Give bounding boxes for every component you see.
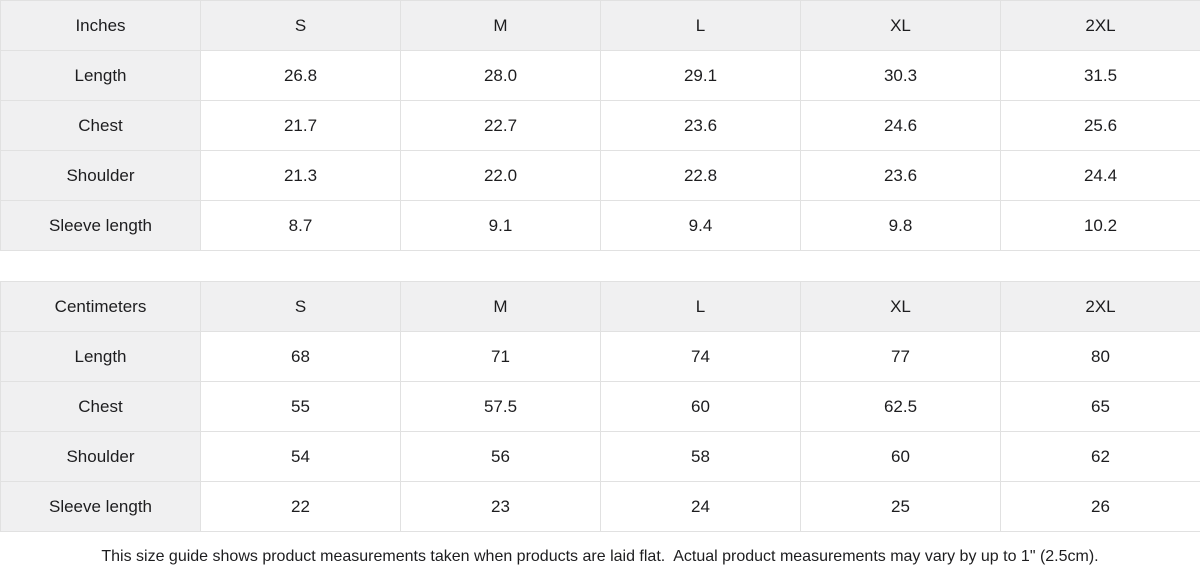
size-column-header: 2XL <box>1000 0 1200 51</box>
size-column-header: L <box>600 0 801 51</box>
table-row: Chest 21.7 22.7 23.6 24.6 25.6 <box>0 100 1200 151</box>
size-column-header: XL <box>800 0 1001 51</box>
size-table-centimeters: Centimeters S M L XL 2XL Length 68 71 74… <box>0 281 1200 532</box>
measurement-cell: 71 <box>400 331 601 382</box>
size-column-header: S <box>200 0 401 51</box>
table-row: Chest 55 57.5 60 62.5 65 <box>0 381 1200 432</box>
measurement-cell: 23.6 <box>600 100 801 151</box>
row-label-cell: Chest <box>0 381 201 432</box>
table-header-row: Centimeters S M L XL 2XL <box>0 281 1200 332</box>
size-column-header: 2XL <box>1000 281 1200 332</box>
row-label-cell: Sleeve length <box>0 481 201 532</box>
measurement-cell: 21.7 <box>200 100 401 151</box>
measurement-cell: 62.5 <box>800 381 1001 432</box>
measurement-cell: 23 <box>400 481 601 532</box>
measurement-cell: 65 <box>1000 381 1200 432</box>
table-spacer <box>0 251 1200 281</box>
measurement-cell: 22.0 <box>400 150 601 201</box>
table-row: Shoulder 21.3 22.0 22.8 23.6 24.4 <box>0 150 1200 201</box>
measurement-cell: 60 <box>800 431 1001 482</box>
size-guide-note: This size guide shows product measuremen… <box>0 532 1200 580</box>
table-row: Length 26.8 28.0 29.1 30.3 31.5 <box>0 50 1200 101</box>
size-column-header: S <box>200 281 401 332</box>
measurement-cell: 26.8 <box>200 50 401 101</box>
row-label-cell: Sleeve length <box>0 200 201 251</box>
measurement-cell: 24.6 <box>800 100 1001 151</box>
measurement-cell: 10.2 <box>1000 200 1200 251</box>
measurement-cell: 77 <box>800 331 1001 382</box>
measurement-cell: 29.1 <box>600 50 801 101</box>
measurement-cell: 24 <box>600 481 801 532</box>
table-row: Shoulder 54 56 58 60 62 <box>0 431 1200 482</box>
size-column-header: L <box>600 281 801 332</box>
measurement-cell: 55 <box>200 381 401 432</box>
measurement-cell: 80 <box>1000 331 1200 382</box>
table-row: Length 68 71 74 77 80 <box>0 331 1200 382</box>
measurement-cell: 25.6 <box>1000 100 1200 151</box>
size-column-header: XL <box>800 281 1001 332</box>
measurement-cell: 9.8 <box>800 200 1001 251</box>
row-label-cell: Chest <box>0 100 201 151</box>
measurement-cell: 54 <box>200 431 401 482</box>
measurement-cell: 26 <box>1000 481 1200 532</box>
measurement-cell: 25 <box>800 481 1001 532</box>
row-label-cell: Shoulder <box>0 150 201 201</box>
measurement-cell: 9.4 <box>600 200 801 251</box>
measurement-cell: 68 <box>200 331 401 382</box>
measurement-cell: 21.3 <box>200 150 401 201</box>
measurement-cell: 57.5 <box>400 381 601 432</box>
table-row: Sleeve length 8.7 9.1 9.4 9.8 10.2 <box>0 200 1200 251</box>
measurement-cell: 31.5 <box>1000 50 1200 101</box>
measurement-cell: 30.3 <box>800 50 1001 101</box>
measurement-cell: 9.1 <box>400 200 601 251</box>
measurement-cell: 22.8 <box>600 150 801 201</box>
unit-header-cell: Centimeters <box>0 281 201 332</box>
size-column-header: M <box>400 0 601 51</box>
table-row: Sleeve length 22 23 24 25 26 <box>0 481 1200 532</box>
measurement-cell: 58 <box>600 431 801 482</box>
measurement-cell: 56 <box>400 431 601 482</box>
row-label-cell: Shoulder <box>0 431 201 482</box>
size-table-inches: Inches S M L XL 2XL Length 26.8 28.0 29.… <box>0 0 1200 251</box>
measurement-cell: 62 <box>1000 431 1200 482</box>
measurement-cell: 74 <box>600 331 801 382</box>
table-header-row: Inches S M L XL 2XL <box>0 0 1200 51</box>
row-label-cell: Length <box>0 331 201 382</box>
unit-header-cell: Inches <box>0 0 201 51</box>
measurement-cell: 28.0 <box>400 50 601 101</box>
measurement-cell: 8.7 <box>200 200 401 251</box>
measurement-cell: 60 <box>600 381 801 432</box>
measurement-cell: 23.6 <box>800 150 1001 201</box>
measurement-cell: 22 <box>200 481 401 532</box>
size-column-header: M <box>400 281 601 332</box>
measurement-cell: 22.7 <box>400 100 601 151</box>
row-label-cell: Length <box>0 50 201 101</box>
measurement-cell: 24.4 <box>1000 150 1200 201</box>
